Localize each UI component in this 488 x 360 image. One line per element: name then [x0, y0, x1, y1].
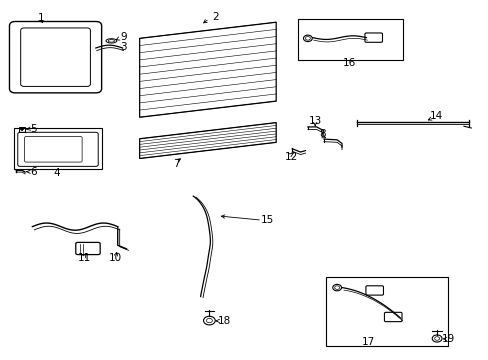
Text: 18: 18	[217, 316, 230, 326]
Bar	[326, 277, 447, 346]
Text: 7: 7	[173, 159, 179, 169]
Text: 8: 8	[319, 129, 325, 139]
FancyBboxPatch shape	[384, 312, 401, 321]
Text: 15: 15	[260, 215, 273, 225]
Text: 4: 4	[53, 168, 60, 178]
Text: 5: 5	[30, 124, 37, 134]
FancyBboxPatch shape	[365, 286, 383, 295]
Bar	[298, 19, 402, 60]
Text: 12: 12	[284, 152, 297, 162]
Text: 2: 2	[211, 12, 218, 22]
Bar	[19, 127, 25, 132]
Text: 17: 17	[362, 337, 375, 347]
Text: 9: 9	[120, 32, 126, 42]
Text: 3: 3	[120, 42, 126, 51]
Bar	[14, 128, 102, 169]
Text: 16: 16	[342, 58, 355, 68]
Text: 13: 13	[308, 116, 321, 126]
FancyBboxPatch shape	[364, 33, 382, 42]
Text: 10: 10	[109, 253, 122, 263]
Text: 6: 6	[30, 167, 37, 177]
Text: 11: 11	[78, 253, 91, 263]
Text: 1: 1	[37, 13, 44, 23]
FancyBboxPatch shape	[76, 242, 100, 255]
Text: 19: 19	[441, 334, 454, 344]
Text: 14: 14	[428, 111, 442, 121]
